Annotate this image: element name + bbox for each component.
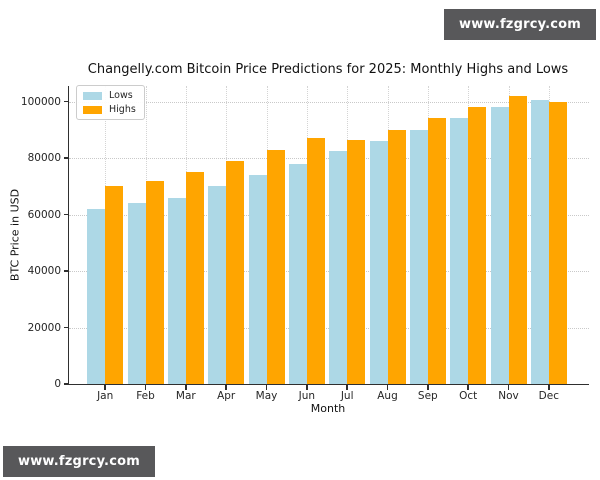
gridline-horizontal xyxy=(69,158,589,160)
gridline-horizontal xyxy=(69,327,589,329)
x-tick-mark xyxy=(427,385,429,390)
bar-lows-sep xyxy=(409,129,428,384)
bar-lows-feb xyxy=(127,203,146,384)
x-tick-mark xyxy=(467,385,469,390)
bar-highs-aug xyxy=(387,129,406,384)
bar-lows-nov xyxy=(490,107,509,384)
x-tick-mark xyxy=(346,385,348,390)
bar-lows-may xyxy=(248,174,267,384)
bar-lows-jan xyxy=(87,208,106,384)
y-tick-label: 40000 xyxy=(27,265,61,277)
x-tick-label: Feb xyxy=(136,390,155,402)
x-tick-label: Aug xyxy=(377,390,398,402)
y-tick-label: 80000 xyxy=(27,152,61,165)
bar-lows-jun xyxy=(288,163,307,384)
legend-swatch-icon xyxy=(83,91,102,100)
watermark-top-right: www.fzgrcy.com xyxy=(444,9,596,40)
x-tick-label: Mar xyxy=(175,390,196,402)
gridline-horizontal xyxy=(69,101,589,103)
bar-highs-sep xyxy=(427,118,446,384)
gridline-horizontal xyxy=(69,271,589,272)
x-tick-mark xyxy=(225,385,227,390)
bar-highs-oct xyxy=(468,107,487,384)
bar-lows-dec xyxy=(530,100,549,384)
legend-swatch-icon xyxy=(83,105,102,114)
y-tick-label: 100000 xyxy=(20,95,61,108)
x-tick-mark xyxy=(265,385,268,390)
plot-area: 0 20000 40000 60000 80000 100000 Jan Feb Mar Apr M… xyxy=(21,85,589,402)
x-tick-mark xyxy=(386,385,389,390)
bar-highs-mar xyxy=(185,172,204,384)
x-tick-mark xyxy=(548,385,550,390)
x-tick-mark xyxy=(507,385,510,390)
x-tick-label: Jan xyxy=(97,390,114,402)
x-tick-label: Dec xyxy=(538,390,559,402)
x-tick-label: Oct xyxy=(459,390,478,402)
legend-label: Highs xyxy=(109,104,136,115)
x-tick-label: Apr xyxy=(217,390,236,402)
y-tick-mark xyxy=(64,100,69,103)
x-tick-label: Sep xyxy=(417,390,438,402)
bar-lows-oct xyxy=(450,118,469,384)
x-axis-label: Month xyxy=(310,402,346,415)
x-tick-label: Jul xyxy=(340,390,354,402)
x-tick-mark xyxy=(104,385,106,390)
y-tick-mark xyxy=(64,270,69,272)
bar-highs-jun xyxy=(306,138,325,384)
y-tick-label: 20000 xyxy=(27,321,61,334)
bar-highs-dec xyxy=(548,101,567,384)
y-tick-label: 0 xyxy=(54,378,61,390)
gridline-horizontal xyxy=(69,214,589,216)
x-tick-mark xyxy=(144,385,147,390)
legend: Lows Highs xyxy=(76,85,145,120)
y-tick-mark xyxy=(64,157,69,159)
bar-lows-aug xyxy=(369,141,388,384)
x-tick-label: May xyxy=(255,390,278,402)
y-tick-mark xyxy=(64,213,69,216)
legend-entry-lows: Lows xyxy=(83,90,136,101)
bar-lows-mar xyxy=(167,197,186,384)
y-tick-label: 60000 xyxy=(27,208,61,221)
y-tick-mark xyxy=(64,326,69,329)
x-tick-label: Jun xyxy=(298,390,316,402)
legend-label: Lows xyxy=(109,90,133,101)
bar-highs-apr xyxy=(226,160,245,384)
bar-lows-jul xyxy=(329,150,348,384)
x-tick-mark xyxy=(306,385,308,390)
bar-highs-jan xyxy=(105,186,124,384)
watermark-bottom-left: www.fzgrcy.com xyxy=(3,446,155,477)
x-tick-mark xyxy=(185,385,187,390)
bar-highs-jul xyxy=(347,139,366,384)
bar-highs-may xyxy=(266,149,285,384)
bar-lows-apr xyxy=(208,186,227,384)
bar-highs-feb xyxy=(145,180,164,384)
chart-title: Changelly.com Bitcoin Price Predictions … xyxy=(87,62,569,77)
y-tick-mark xyxy=(64,383,69,385)
bar-highs-nov xyxy=(508,95,527,384)
x-tick-label: Nov xyxy=(498,390,519,402)
legend-entry-highs: Highs xyxy=(83,104,136,115)
